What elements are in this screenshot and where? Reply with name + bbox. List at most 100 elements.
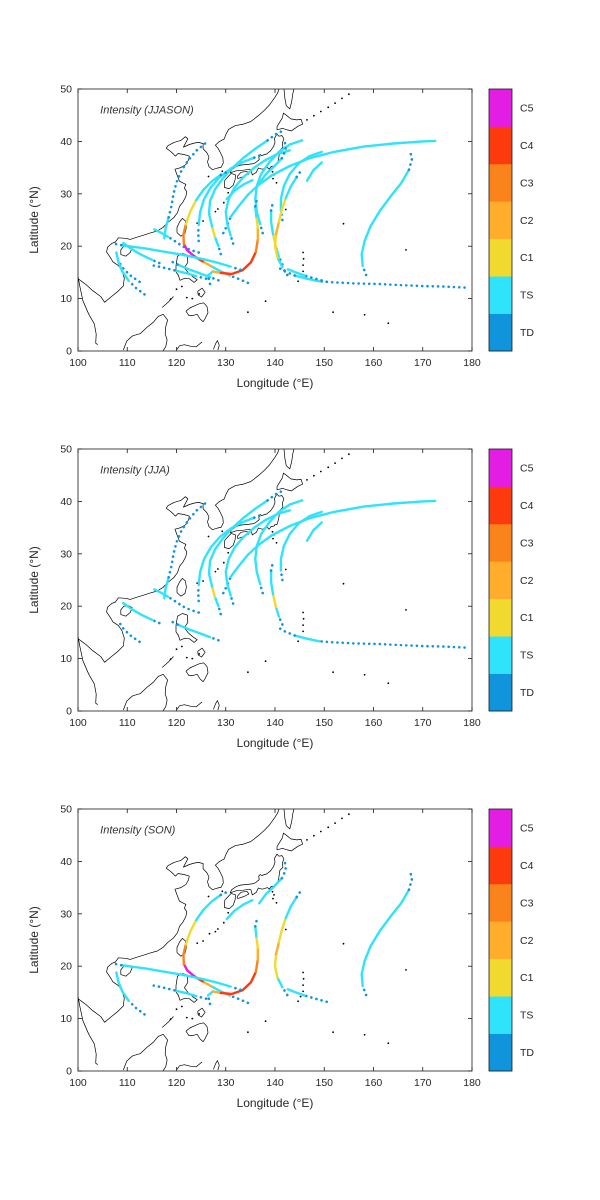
island-dot bbox=[313, 834, 315, 837]
storm-track-segment bbox=[197, 516, 256, 587]
storm-track-segment bbox=[229, 265, 242, 272]
storm-track-segment bbox=[277, 916, 287, 944]
island-dot bbox=[247, 1031, 249, 1034]
island-dot bbox=[319, 470, 322, 473]
coastline bbox=[276, 832, 303, 852]
coastline bbox=[175, 613, 198, 643]
island-dot bbox=[198, 1013, 201, 1015]
island-dot bbox=[185, 296, 188, 299]
chart-title: Intensity (SON) bbox=[100, 825, 176, 837]
x-axis-label: Longitude (°E) bbox=[237, 1096, 314, 1110]
coastline bbox=[78, 276, 98, 345]
island-dot bbox=[202, 220, 205, 222]
axes-box bbox=[77, 88, 473, 352]
coastline bbox=[213, 1060, 220, 1071]
storm-track-segment bbox=[258, 876, 284, 905]
colorbar-label-C1: C1 bbox=[520, 612, 534, 624]
y-tick-label: 0 bbox=[66, 706, 72, 718]
storm-track-segment bbox=[254, 238, 259, 254]
colorbar-label-C5: C5 bbox=[520, 463, 534, 475]
island-dot bbox=[202, 580, 205, 582]
storm-track-segment bbox=[176, 623, 212, 639]
storm-track-segment bbox=[254, 196, 259, 208]
y-tick-label: 0 bbox=[66, 346, 72, 358]
y-tick-label: 30 bbox=[60, 908, 72, 920]
colorbar-segment-TD bbox=[489, 1033, 512, 1072]
island-dot bbox=[191, 657, 194, 660]
island-dot bbox=[302, 971, 304, 974]
coastline bbox=[176, 578, 187, 597]
x-tick-label: 150 bbox=[315, 357, 333, 369]
island-dot bbox=[334, 462, 336, 464]
x-tick-label: 180 bbox=[463, 357, 481, 369]
storm-track-segment bbox=[166, 595, 200, 614]
island-dot bbox=[341, 817, 343, 820]
storm-track-segment bbox=[407, 868, 414, 891]
storm-track-segment bbox=[127, 279, 146, 296]
storm-track-segment bbox=[213, 235, 220, 248]
x-axis-label: Longitude (°E) bbox=[237, 376, 314, 390]
island-dot bbox=[327, 106, 330, 109]
colorbar-label-C4: C4 bbox=[520, 860, 534, 872]
storm-track-segment bbox=[407, 148, 414, 171]
island-dot bbox=[284, 208, 287, 211]
storm-track-segment bbox=[229, 594, 235, 605]
x-tick-label: 130 bbox=[217, 717, 235, 729]
storm-track-segment bbox=[225, 178, 254, 201]
colorbar-segment-C2 bbox=[489, 201, 512, 240]
storm-track-segment bbox=[110, 241, 123, 247]
storm-track-segment bbox=[211, 990, 223, 995]
storm-track-segment bbox=[274, 220, 281, 236]
x-tick-label: 130 bbox=[217, 1077, 235, 1089]
y-tick-label: 50 bbox=[60, 444, 72, 456]
storm-track-segment bbox=[196, 583, 200, 603]
colorbar-segment-C1 bbox=[489, 958, 512, 997]
island-dot bbox=[342, 942, 345, 945]
island-dot bbox=[217, 208, 219, 210]
island-dot bbox=[313, 114, 315, 117]
island-dot bbox=[302, 990, 304, 993]
storm-track-segment bbox=[225, 898, 254, 921]
coastline bbox=[78, 809, 280, 1023]
coastline bbox=[176, 341, 203, 350]
storm-track-segment bbox=[210, 225, 217, 239]
storm-track-segment bbox=[360, 888, 411, 988]
storm-track-segment bbox=[254, 916, 259, 928]
colorbar-segment-C4 bbox=[489, 846, 512, 885]
y-axis-label: Latitude (°N) bbox=[27, 546, 41, 614]
island-dot bbox=[272, 537, 274, 540]
island-dot bbox=[175, 288, 178, 291]
island-dot bbox=[191, 297, 194, 300]
colorbar-label-C3: C3 bbox=[520, 537, 534, 549]
coastline bbox=[283, 89, 295, 110]
colorbar-segment-C4 bbox=[489, 126, 512, 165]
coastline bbox=[223, 533, 236, 549]
island-dot bbox=[275, 901, 278, 904]
y-tick-label: 10 bbox=[60, 653, 72, 665]
storm-track-segment bbox=[208, 635, 220, 642]
storm-track-segment bbox=[279, 150, 323, 212]
island-dot bbox=[319, 110, 322, 113]
island-dot bbox=[247, 311, 249, 314]
storm-track-segment bbox=[281, 265, 289, 277]
x-tick-label: 140 bbox=[266, 717, 284, 729]
island-dot bbox=[302, 257, 305, 260]
island-dot bbox=[217, 568, 219, 570]
y-tick-label: 40 bbox=[60, 856, 72, 868]
storm-track-segment bbox=[273, 952, 279, 979]
storm-track-segment bbox=[253, 513, 265, 519]
island-dot bbox=[348, 93, 350, 96]
island-dot bbox=[342, 582, 345, 585]
island-dot bbox=[342, 222, 345, 225]
coastline bbox=[223, 173, 236, 189]
x-tick-label: 170 bbox=[414, 717, 432, 729]
island-dot bbox=[306, 119, 308, 121]
y-tick-label: 10 bbox=[60, 1013, 72, 1025]
colorbar-border bbox=[488, 88, 513, 352]
colorbar-label-C5: C5 bbox=[520, 823, 534, 835]
island-dot bbox=[271, 530, 274, 533]
storm-track-segment bbox=[150, 618, 161, 625]
storm-track-segment bbox=[167, 502, 207, 579]
storm-track-segment bbox=[277, 196, 287, 224]
storm-track-segment bbox=[173, 269, 198, 278]
